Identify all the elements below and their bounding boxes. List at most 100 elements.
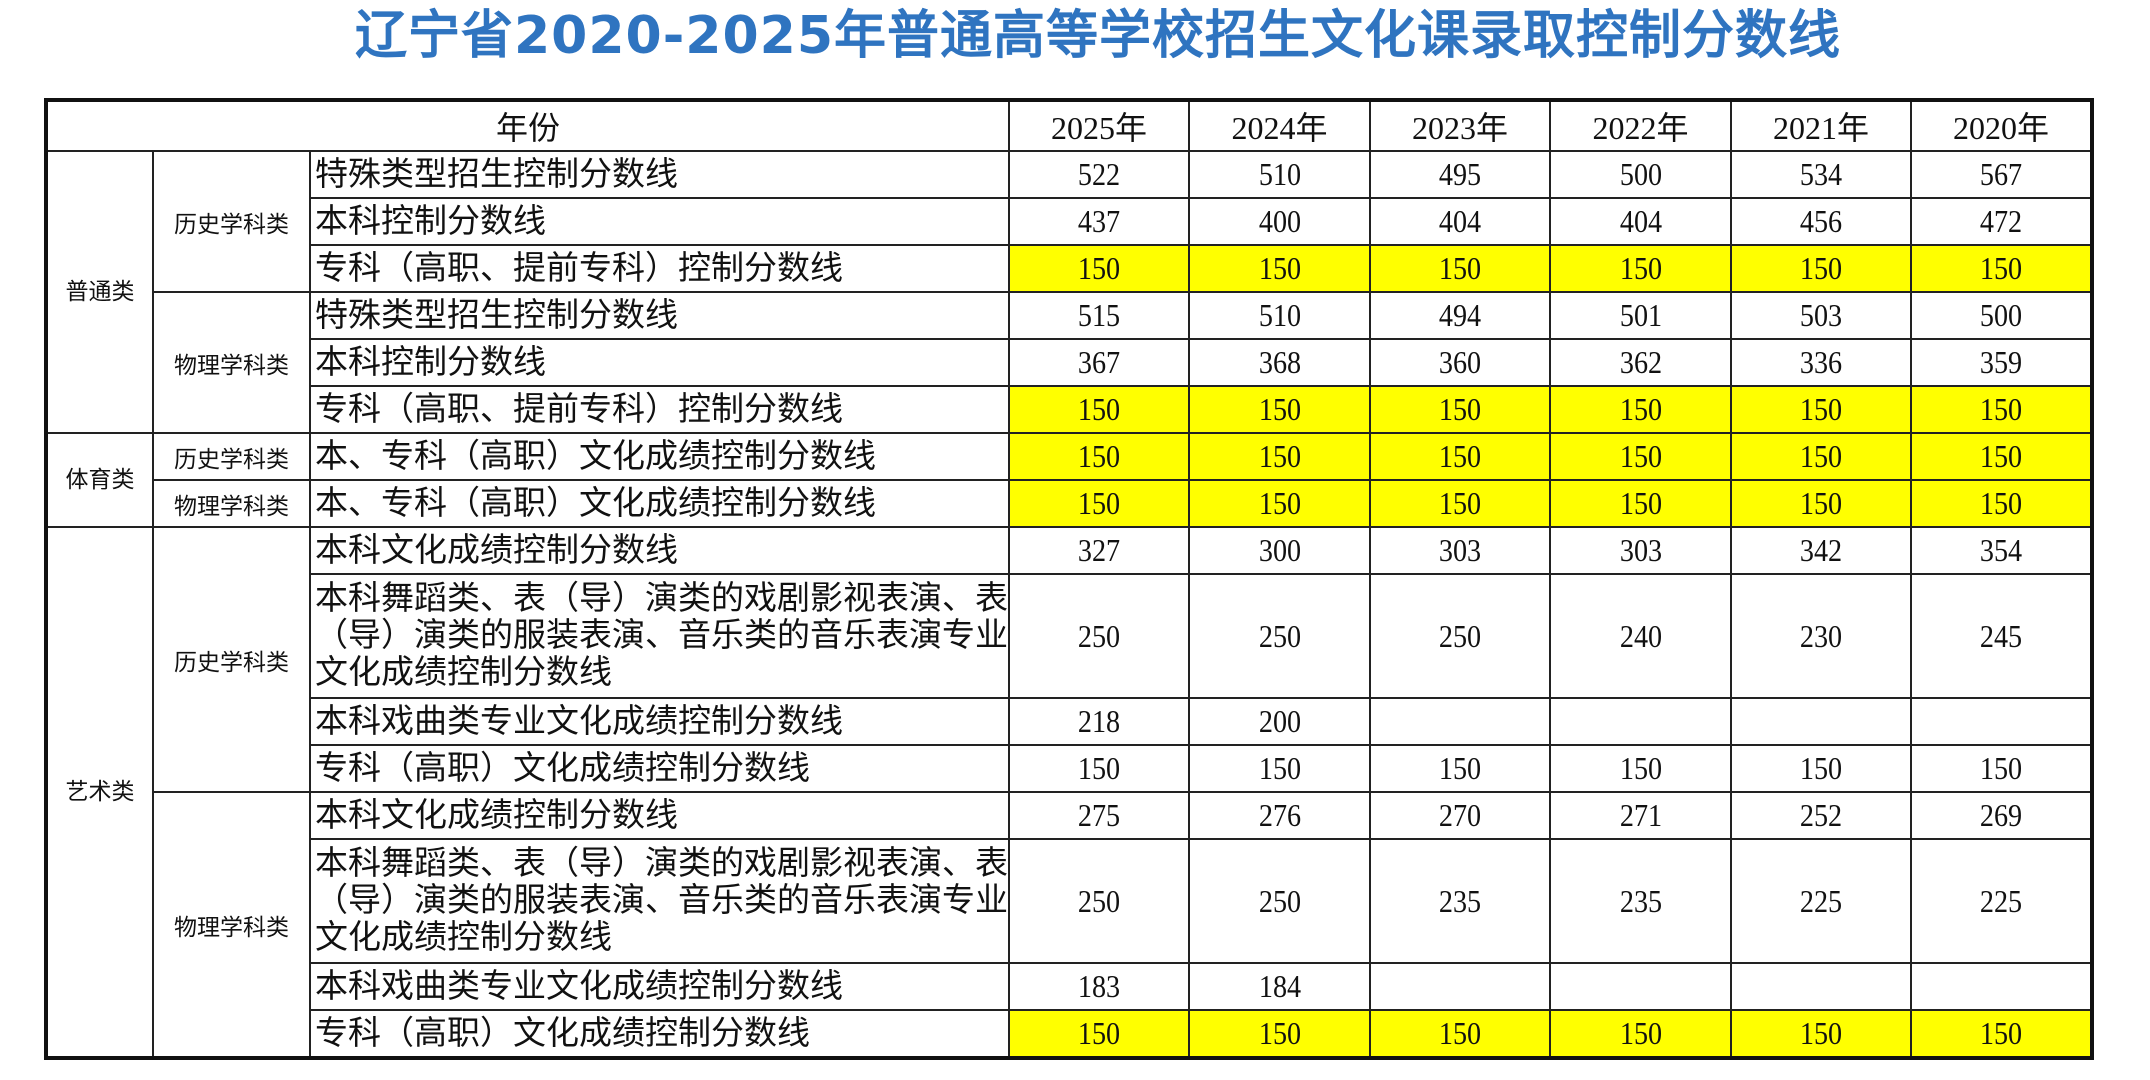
table-row: 专科（高职）文化成绩控制分数线 150 150 150 150 150 150 [46, 744, 2094, 793]
score-cell-2023: 235 [1369, 838, 1552, 964]
score-value: 150 [1438, 250, 1482, 286]
score-value: 245 [1979, 617, 2023, 654]
score-value: 150 [1438, 391, 1482, 427]
score-cell-2020: 500 [1910, 291, 2094, 340]
score-value: 250 [1258, 882, 1301, 919]
score-value: 150 [1979, 485, 2023, 521]
score-cell-2022 [1549, 697, 1733, 746]
score-cell-2021: 336 [1730, 338, 1913, 387]
score-value: 150 [1438, 750, 1482, 786]
score-value: 150 [1077, 438, 1121, 474]
score-cell-2021: 150 [1730, 479, 1913, 528]
row-label: 本科舞蹈类、表（导）演类的戏剧影视表演、表（导）演类的服装表演、音乐类的音乐表演… [308, 838, 1011, 964]
score-value: 336 [1799, 344, 1843, 380]
score-cell-2025: 367 [1008, 338, 1191, 387]
category-general: 普通类 [45, 150, 154, 434]
score-value: 150 [1077, 1015, 1121, 1051]
year-header-2025: 2025年 [1008, 99, 1191, 152]
score-cell-2021: 150 [1730, 432, 1913, 481]
row-label: 本科控制分数线 [308, 338, 1011, 387]
score-cell-2020: 150 [1910, 744, 2094, 793]
score-value: 368 [1258, 344, 1301, 380]
subject-history: 历史学科类 [152, 526, 311, 793]
score-cell-2020: 150 [1910, 1009, 2094, 1059]
score-cell-2024: 510 [1188, 150, 1372, 199]
row-label: 本科戏曲类专业文化成绩控制分数线 [308, 962, 1011, 1011]
score-value: 276 [1258, 797, 1301, 833]
score-value: 150 [1799, 1015, 1843, 1051]
score-value: 360 [1438, 344, 1482, 380]
score-cell-2022: 362 [1549, 338, 1733, 387]
score-value: 150 [1619, 485, 1662, 521]
score-value: 150 [1979, 391, 2023, 427]
score-value: 150 [1979, 250, 2023, 286]
row-label: 本科文化成绩控制分数线 [308, 526, 1011, 575]
score-value: 437 [1077, 203, 1121, 239]
score-cell-2021: 150 [1730, 1009, 1913, 1059]
table-row: 本科戏曲类专业文化成绩控制分数线 183 184 [46, 962, 2094, 1011]
table-row: 普通类 历史学科类 特殊类型招生控制分数线 522 510 495 500 534 567 [45, 150, 2094, 434]
score-value: 400 [1258, 203, 1301, 239]
score-cell-2020 [1910, 962, 2094, 1011]
score-cell-2025: 150 [1008, 244, 1191, 293]
subject-history: 历史学科类 [152, 432, 311, 481]
row-label: 本、专科（高职）文化成绩控制分数线 [308, 432, 1011, 481]
score-cell-2024: 510 [1188, 291, 1372, 340]
score-value: 150 [1619, 250, 1662, 286]
score-cell-2025: 522 [1008, 150, 1191, 199]
score-cell-2020: 150 [1910, 432, 2094, 481]
table-row: 本科舞蹈类、表（导）演类的戏剧影视表演、表（导）演类的服装表演、音乐类的音乐表演… [46, 838, 2094, 964]
score-cell-2022: 150 [1549, 244, 1733, 293]
score-value: 367 [1077, 344, 1121, 380]
score-cell-2022: 404 [1549, 197, 1733, 246]
score-cell-2022: 240 [1549, 573, 1733, 699]
score-value: 250 [1438, 617, 1482, 654]
score-value: 510 [1258, 297, 1301, 333]
score-value: 252 [1799, 797, 1843, 833]
score-value: 303 [1438, 532, 1482, 568]
score-cell-2021 [1730, 697, 1913, 746]
score-value: 150 [1258, 485, 1301, 521]
row-label: 专科（高职、提前专科）控制分数线 [308, 385, 1011, 434]
score-value: 303 [1619, 532, 1662, 568]
score-cell-2022: 150 [1549, 744, 1733, 793]
score-cell-2020: 354 [1910, 526, 2094, 575]
row-label: 特殊类型招生控制分数线 [308, 291, 1011, 340]
table-row: 专科（高职）文化成绩控制分数线 150 150 150 150 150 150 [46, 1009, 2094, 1059]
subject-physics: 物理学科类 [152, 479, 311, 528]
score-cell-2021: 456 [1730, 197, 1913, 246]
row-label: 专科（高职、提前专科）控制分数线 [308, 244, 1011, 293]
score-cell-2025: 150 [1008, 479, 1191, 528]
score-cell-2023: 150 [1369, 432, 1552, 481]
score-cell-2025: 150 [1008, 432, 1191, 481]
row-label: 本科控制分数线 [308, 197, 1011, 246]
score-cell-2024: 184 [1188, 962, 1372, 1011]
score-cell-2021 [1730, 962, 1913, 1011]
score-value: 150 [1438, 485, 1482, 521]
score-value: 510 [1258, 156, 1301, 192]
score-cell-2020: 225 [1910, 838, 2094, 964]
year-header-2021: 2021年 [1730, 99, 1913, 152]
year-header-2020: 2020年 [1910, 99, 2094, 152]
score-cell-2023: 150 [1369, 1009, 1552, 1059]
score-cell-2020: 150 [1910, 244, 2094, 293]
table-row: 本科控制分数线 437 400 404 404 456 472 [46, 197, 2094, 246]
score-cell-2023: 150 [1369, 479, 1552, 528]
score-value: 184 [1258, 968, 1301, 1004]
row-label: 专科（高职）文化成绩控制分数线 [308, 1009, 1011, 1059]
score-cell-2021: 534 [1730, 150, 1913, 199]
score-cell-2024: 300 [1188, 526, 1372, 575]
score-cell-2025: 437 [1008, 197, 1191, 246]
score-cell-2024: 150 [1188, 1009, 1372, 1059]
score-value: 500 [1619, 156, 1662, 192]
score-cell-2024: 368 [1188, 338, 1372, 387]
score-value: 150 [1979, 750, 2023, 786]
score-value: 225 [1799, 882, 1843, 919]
score-cell-2023: 150 [1369, 744, 1552, 793]
score-cell-2023: 270 [1369, 791, 1552, 840]
score-cell-2022: 500 [1549, 150, 1733, 199]
score-cell-2025: 250 [1008, 838, 1191, 964]
year-header-2023: 2023年 [1369, 99, 1552, 152]
score-cell-2022: 150 [1549, 432, 1733, 481]
score-value: 200 [1258, 703, 1301, 739]
